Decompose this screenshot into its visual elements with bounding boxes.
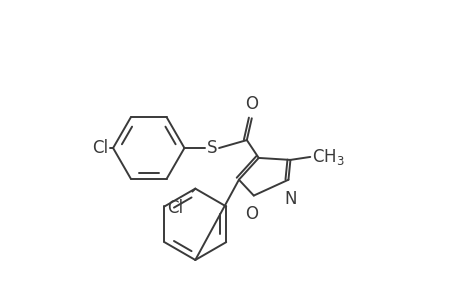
Text: S: S: [207, 139, 217, 157]
Text: O: O: [245, 95, 258, 113]
Text: Cl: Cl: [167, 199, 183, 217]
Text: CH$_3$: CH$_3$: [312, 147, 344, 167]
Text: O: O: [245, 206, 258, 224]
Text: N: N: [284, 190, 296, 208]
Text: Cl: Cl: [92, 139, 108, 157]
